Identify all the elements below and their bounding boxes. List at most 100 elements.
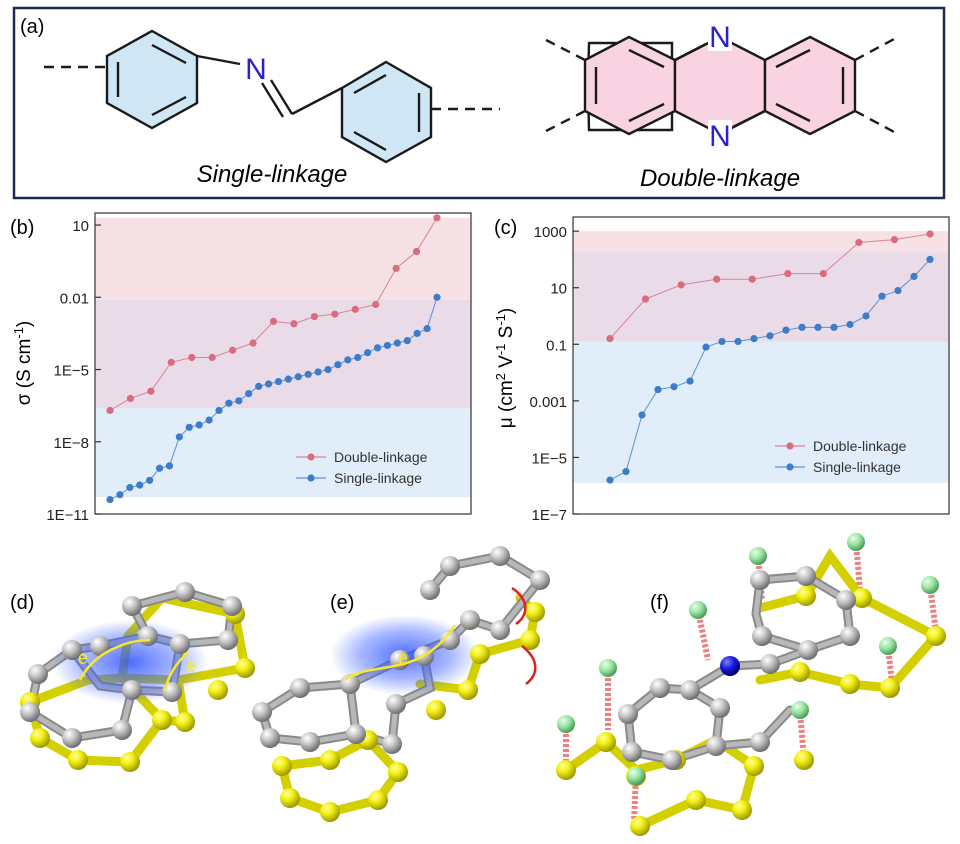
chart-b-series-0-point <box>249 339 257 347</box>
chart-b-series-1-point <box>126 483 134 492</box>
chart-c-series-1-point <box>670 383 678 391</box>
chart-b-series-0-point <box>269 317 278 325</box>
chart-c: (c) 1000 10 0.1 0.001 1E−5 1E−7 μ (cm2 V-1 S-… <box>493 216 950 524</box>
chart-b-series-0-point <box>290 320 298 328</box>
chart-b-legend-marker <box>307 453 315 461</box>
chart-b-series-1-point <box>304 370 312 378</box>
chart-c-axes-frame <box>572 216 950 515</box>
chart-b-ytick-label: 10 <box>72 218 89 235</box>
chart-b-ylabel: σ (S cm-1) <box>11 321 35 406</box>
chart-b-ytick-label: 0.01 <box>60 290 89 307</box>
chart-c-series-1-point <box>606 476 614 484</box>
chart-c-series-1-point <box>926 255 934 264</box>
chart-c-ytick-label: 10 <box>550 281 567 298</box>
chart-b-series-1-point <box>245 390 253 398</box>
chart-b-series-1-point <box>364 349 372 357</box>
chart-b-ytick-label: 1E−8 <box>54 435 89 452</box>
chart-b-ytick-label: 1E−11 <box>46 507 89 524</box>
chart-b-series-1-point <box>354 353 362 362</box>
chart-b-series-1-point <box>205 416 213 424</box>
chart-b-series-1-line <box>109 297 438 501</box>
benzene-ring-right <box>340 60 433 164</box>
chart-b-panel-label: (b) <box>10 217 34 239</box>
pyrazine-n-atom-top: N <box>709 21 731 54</box>
chart-c-legend-marker <box>786 463 794 471</box>
chart-c-series-1-point <box>750 335 758 343</box>
double-linkage-structure <box>545 35 897 136</box>
chart-c-ytick-label: 1E−5 <box>532 450 567 467</box>
double-linkage-caption: Double-linkage <box>640 165 800 192</box>
chart-c-series-1-point <box>766 332 774 340</box>
chart-b-series-0-point <box>331 310 339 318</box>
chart-b-series-1-point <box>393 339 401 347</box>
chart-c-series-1-point <box>718 337 726 346</box>
chart-b-axes-frame <box>94 212 472 515</box>
chart-b-series-1-point <box>136 481 144 489</box>
chart-c-series-1-point <box>686 377 694 385</box>
chart-b-series-1-point <box>314 368 322 376</box>
chart-c-legend-label: Single-linkage <box>813 459 901 475</box>
chart-c-series-1-point <box>654 385 662 394</box>
chart-c-series-1-point <box>734 337 742 346</box>
chart-c-series-1-point <box>894 286 902 295</box>
chart-b-series-1-point <box>116 491 124 499</box>
panel-f-label: (f) <box>650 592 669 614</box>
panel-e-stacking-model: (e) e <box>252 546 550 822</box>
chart-b-legend-marker <box>307 474 315 482</box>
chart-b-band-0 <box>95 217 471 300</box>
chart-b-series-0-point <box>147 387 155 395</box>
chart-c-series-0-point <box>606 335 614 343</box>
panel-d-label: (d) <box>10 592 34 614</box>
chart-b-series-0-point <box>351 305 359 313</box>
electron-label-d1: e <box>78 648 88 668</box>
chart-c-series-1-point <box>846 320 854 329</box>
chart-c-ytick-label: 1000 <box>534 224 567 241</box>
chart-c-series-0-point <box>855 238 863 247</box>
chart-b-series-1-point <box>155 464 164 472</box>
chart-b-series-1-point <box>284 375 292 383</box>
chart-c-band-2 <box>573 341 949 483</box>
chart-b-series-1-point <box>195 421 203 429</box>
chart-c-series-0-point <box>677 281 685 289</box>
chart-b-series-1-point <box>294 373 302 381</box>
nitrogen-atom <box>720 656 740 676</box>
chart-c-series-1-point <box>814 323 822 331</box>
chart-b-series-1-point <box>403 337 411 345</box>
chart-b-series-1-point <box>433 293 441 301</box>
chart-c-series-0-point <box>641 295 650 303</box>
single-linkage-caption: Single-linkage <box>197 161 348 188</box>
chart-c-series-0-point <box>819 269 827 278</box>
chart-b-series-1-point <box>215 406 223 415</box>
chart-b: (b) 10 0.01 1E−5 1E−8 1E−11 σ (S cm-1) Doubl… <box>10 212 472 524</box>
chart-c-series-0-line <box>609 233 931 339</box>
chart-b-band-1 <box>95 299 471 409</box>
chart-b-series-0-point <box>106 406 114 415</box>
chart-c-series-1-point <box>702 343 710 351</box>
chart-c-series-1-point <box>782 326 790 334</box>
chart-b-series-1-point <box>423 324 431 333</box>
carbon-atoms <box>20 582 242 748</box>
chart-b-series-1-point <box>235 397 243 405</box>
chart-c-legend-label: Double-linkage <box>813 438 907 454</box>
chart-b-series-1-point <box>324 365 332 374</box>
chart-b-series-0-point <box>208 353 216 362</box>
chart-b-series-1-point <box>106 495 114 504</box>
chart-b-band-2 <box>95 408 471 498</box>
chart-c-series-1-point <box>862 312 870 320</box>
chart-b-series-0-point <box>229 346 237 354</box>
panel-a-label: (a) <box>20 16 44 38</box>
chart-c-series-1-point <box>798 323 806 331</box>
chart-b-series-1-point <box>255 382 263 390</box>
single-linkage-structure <box>44 29 500 164</box>
chart-b-series-0-point <box>433 214 441 222</box>
chart-c-ytick-label: 0.1 <box>546 337 567 354</box>
chart-c-ytick-label: 1E−7 <box>532 507 567 524</box>
electron-label-d2: e <box>186 656 196 676</box>
chart-b-series-1-point <box>344 356 352 364</box>
chart-c-series-1-point <box>638 411 646 419</box>
chart-b-legend: Double-linkage Single-linkage <box>296 449 428 486</box>
chart-b-series-0-point <box>372 300 380 309</box>
chart-b-series-1-point <box>225 399 233 407</box>
imine-n-atom: N <box>245 53 267 86</box>
